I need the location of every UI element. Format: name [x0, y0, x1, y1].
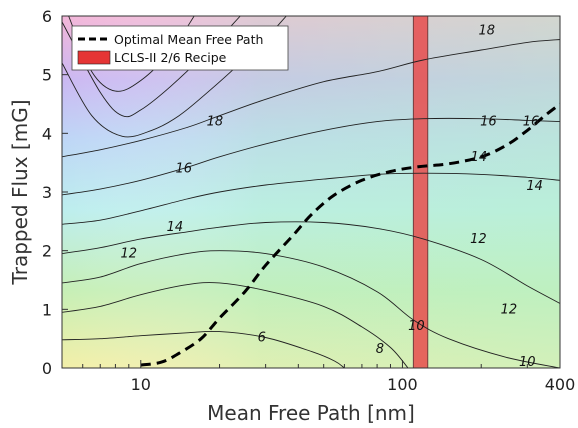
- y-tick-label: 1: [42, 300, 52, 319]
- optimal-mean-free-path-line: [140, 102, 560, 367]
- contour-label-extra-4: 16: [480, 115, 497, 130]
- contour-line-12: [62, 221, 560, 304]
- contour-label-8: 8: [376, 342, 384, 357]
- y-tick-label: 2: [42, 242, 52, 261]
- recipe-band: [412, 16, 429, 368]
- contour-label-extra-1: 16: [176, 162, 193, 177]
- contour-label-extra-2: 14: [167, 220, 184, 235]
- legend-swatch-recipe: [77, 50, 111, 65]
- legend-label-optimal: Optimal Mean Free Path: [114, 32, 263, 47]
- x-tick-label: 400: [545, 375, 576, 394]
- contour-line-8: [62, 282, 409, 368]
- contour-label-14: 14: [526, 179, 543, 194]
- legend-label-recipe: LCLS-II 2/6 Recipe: [114, 50, 227, 65]
- y-tick-label: 4: [42, 124, 52, 143]
- x-axis-label: Mean Free Path [nm]: [207, 401, 415, 425]
- y-tick-label: 0: [42, 359, 52, 378]
- contour-label-12: 12: [501, 302, 518, 317]
- contour-label-extra-0: 18: [207, 115, 224, 130]
- x-tick-label: 10: [131, 375, 151, 394]
- legend: Optimal Mean Free Path LCLS-II 2/6 Recip…: [71, 25, 289, 71]
- contour-label-10: 10: [408, 319, 425, 334]
- contour-line-10: [62, 250, 560, 368]
- y-tick-label: 6: [42, 7, 52, 26]
- y-tick-label: 5: [42, 66, 52, 85]
- plot-background-tint: [62, 16, 560, 368]
- contour-line-6: [62, 330, 345, 368]
- contour-label-18: 18: [478, 24, 495, 39]
- y-axis-label: Trapped Flux [mG]: [8, 99, 32, 285]
- contour-line-16: [62, 117, 560, 196]
- y-tick-label: 3: [42, 183, 52, 202]
- contour-line-18: [62, 39, 560, 158]
- contour-label-16: 16: [523, 115, 540, 130]
- contour-label-6: 6: [258, 330, 266, 345]
- contour-label-extra-7: 10: [519, 355, 536, 370]
- contour-label-extra-6: 12: [470, 232, 487, 247]
- plot-area: 681012141618201816141216141210: [62, 16, 560, 370]
- contour-label-extra-3: 12: [121, 247, 138, 262]
- x-tick-label: 100: [387, 375, 418, 394]
- contour-label-extra-5: 14: [471, 150, 488, 165]
- contour-line-14: [62, 172, 560, 225]
